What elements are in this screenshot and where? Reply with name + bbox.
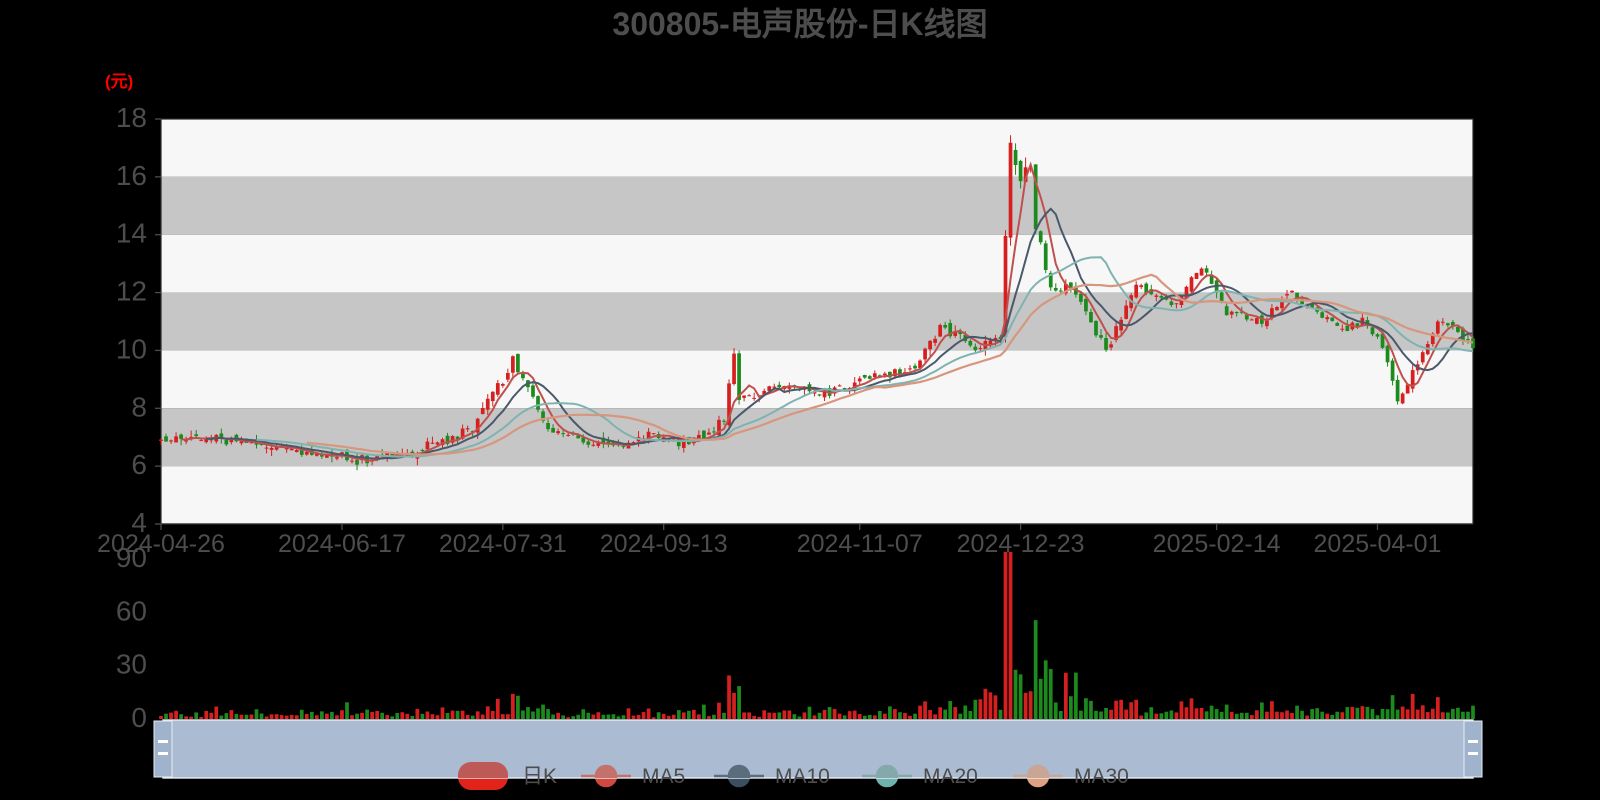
svg-text:12: 12	[116, 276, 147, 307]
svg-text:日K: 日K	[522, 765, 557, 788]
svg-text:0: 0	[131, 702, 147, 733]
svg-text:2025-02-14: 2025-02-14	[1153, 530, 1281, 558]
svg-text:2024-12-23: 2024-12-23	[957, 530, 1085, 558]
svg-text:8: 8	[131, 391, 147, 422]
svg-text:2024-09-13: 2024-09-13	[600, 530, 728, 558]
svg-text:MA30: MA30	[1074, 765, 1129, 788]
svg-text:2024-11-07: 2024-11-07	[797, 530, 923, 558]
svg-text:10: 10	[116, 333, 147, 364]
svg-text:18: 18	[116, 102, 147, 133]
svg-text:14: 14	[116, 218, 147, 249]
svg-text:16: 16	[116, 160, 147, 191]
svg-text:6: 6	[131, 449, 147, 480]
svg-text:2024-06-17: 2024-06-17	[278, 530, 406, 558]
svg-text:MA5: MA5	[642, 765, 685, 788]
svg-text:MA10: MA10	[775, 765, 830, 788]
svg-text:MA20: MA20	[923, 765, 978, 788]
svg-text:60: 60	[116, 595, 147, 626]
svg-text:30: 30	[116, 649, 147, 680]
svg-text:90: 90	[116, 542, 147, 573]
svg-text:2025-04-01: 2025-04-01	[1314, 530, 1442, 558]
svg-text:2024-07-31: 2024-07-31	[439, 530, 567, 558]
